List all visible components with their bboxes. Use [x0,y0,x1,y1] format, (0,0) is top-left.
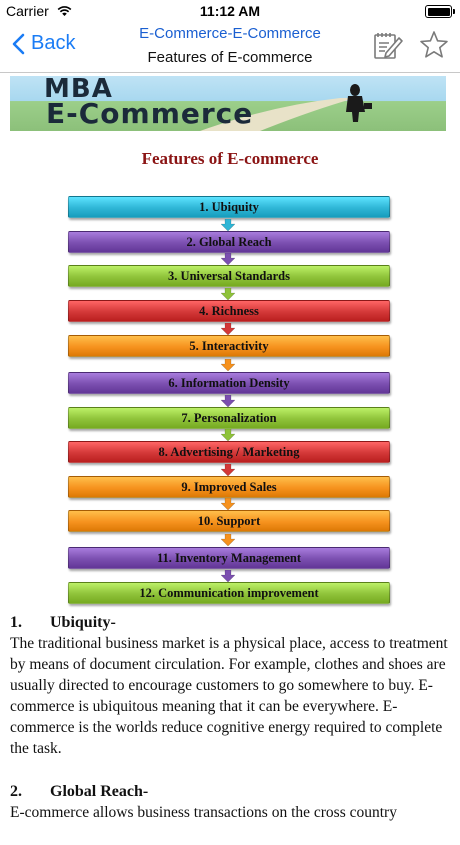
back-label: Back [31,32,76,54]
flow-arrow-icon [221,498,235,510]
feature-label: 6. Information Density [168,375,290,390]
feature-bar: 5. Interactivity [68,335,390,357]
feature-bar: 6. Information Density [68,372,390,394]
feature-bar: 8. Advertising / Marketing [68,441,390,463]
carrier-label: Carrier [6,3,49,19]
section-heading-text: Ubiquity- [50,614,116,631]
flow-arrow-icon [221,569,235,582]
feature-bar: 4. Richness [68,300,390,322]
feature-bar: 11. Inventory Management [68,547,390,569]
feature-label: 9. Improved Sales [181,479,277,494]
flow-arrow-icon [221,358,235,371]
star-icon[interactable] [418,29,450,66]
status-bar: Carrier 11:12 AM [0,0,460,22]
feature-bar: 9. Improved Sales [68,476,390,498]
flow-arrow-icon [221,463,235,476]
section-heading-text: Global Reach- [50,783,149,800]
nav-subtitle: Features of E-commerce [147,49,313,66]
feature-bar: 12. Communication improvement [68,582,390,604]
banner-line2: E-Commerce [46,97,254,130]
flow-arrow-icon [221,253,235,265]
section-number: 2. [10,783,22,800]
flow-arrow-icon [221,322,235,335]
flow-arrow-icon [221,429,235,441]
document-title: Features of E-commerce [141,149,319,168]
feature-label: 11. Inventory Management [156,550,302,565]
features-flow-diagram: 1. Ubiquity 2. Global Reach 3. Universal S… [68,196,392,608]
navigation-bar: Back E-Commerce-E-Commerce Features of E… [0,22,460,73]
flow-arrow-icon [221,394,235,407]
clock: 11:12 AM [199,3,261,19]
feature-bar: 1. Ubiquity [68,196,390,218]
section-paragraph-global-reach: E-commerce allows business transactions … [10,804,397,821]
back-button[interactable]: Back [12,32,75,55]
article-body: 1. Ubiquity- The traditional business mar… [10,612,450,845]
flow-arrow-icon [221,533,235,546]
feature-bar: 10. Support [68,510,390,532]
battery-icon [425,5,455,18]
feature-label: 2. Global Reach [186,234,272,249]
feature-label: 3. Universal Standards [168,268,290,283]
section-paragraph-ubiquity: The traditional business market is a phy… [10,635,448,757]
feature-label: 4. Richness [199,303,259,318]
flow-arrow-icon [221,218,235,231]
chevron-left-icon [12,33,25,54]
feature-label: 5. Interactivity [189,338,269,353]
banner-line1: MBA [44,76,113,104]
section-heading-global-reach: 2. Global Reach- [10,781,450,802]
wifi-icon [57,4,72,20]
feature-label: 7. Personalization [181,410,277,425]
mba-ecommerce-banner: MBA E-Commerce [10,76,446,131]
feature-label: 10. Support [197,513,261,528]
landscape-graphic [200,84,372,131]
section-number: 1. [10,614,22,631]
flow-arrow-icon [221,287,235,300]
nav-title: E-Commerce-E-Commerce [139,25,321,42]
feature-label: 1. Ubiquity [199,199,259,214]
feature-bar: 3. Universal Standards [68,265,390,287]
feature-bar: 2. Global Reach [68,231,390,253]
section-heading-ubiquity: 1. Ubiquity- [10,612,450,633]
edit-note-icon[interactable] [372,29,404,66]
feature-bar: 7. Personalization [68,407,390,429]
feature-label: 12. Communication improvement [139,585,319,600]
feature-label: 8. Advertising / Marketing [158,444,300,459]
